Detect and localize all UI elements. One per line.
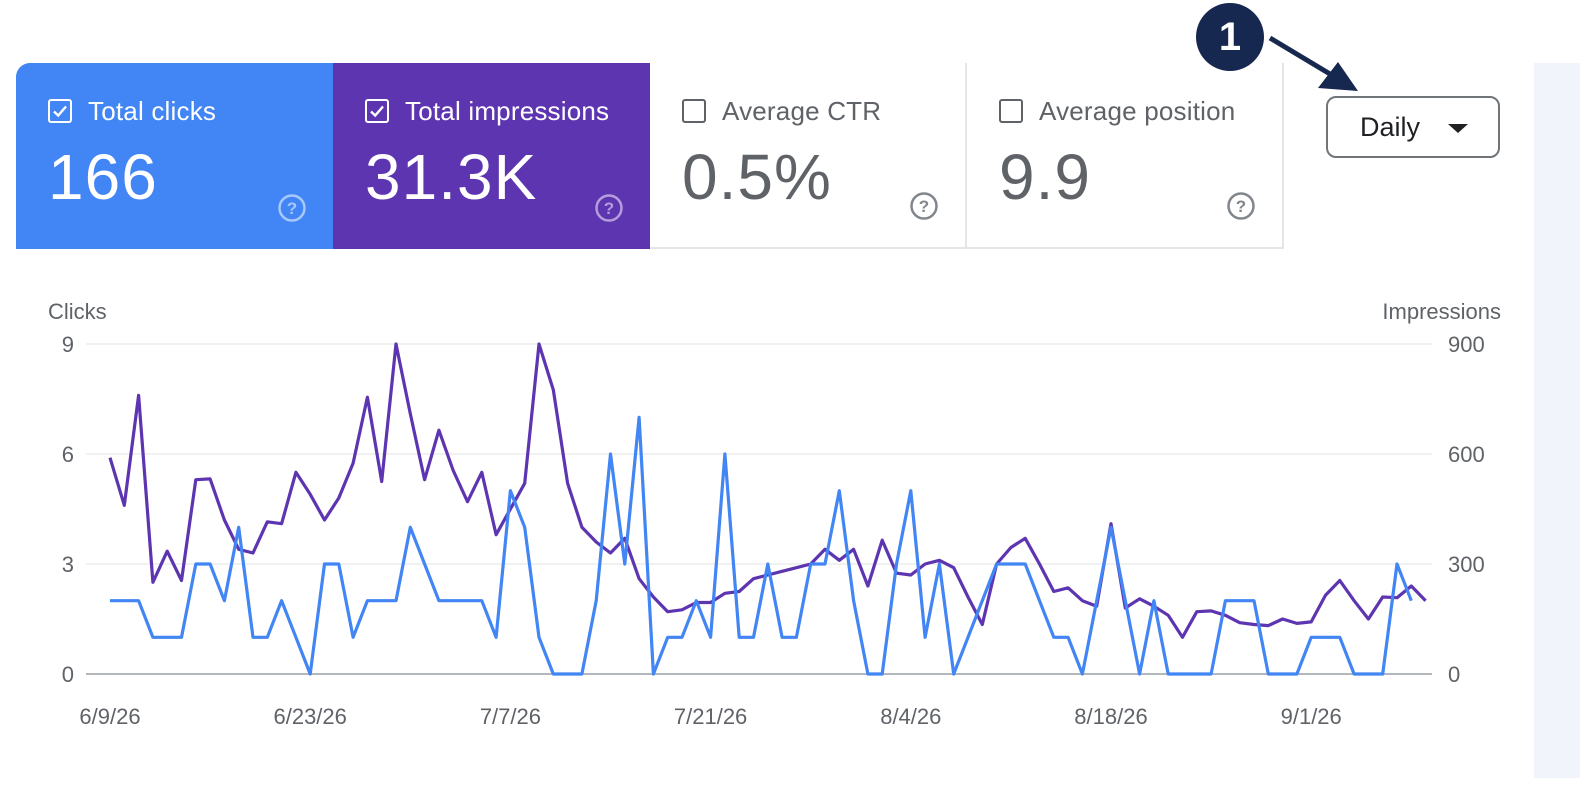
right-axis-title: Impressions xyxy=(1382,299,1501,324)
series-line-total-impressions xyxy=(108,342,1427,639)
metric-card-total-impressions[interactable]: Total impressions 31.3K ? xyxy=(333,63,650,249)
help-icon[interactable]: ? xyxy=(594,193,624,223)
metric-label: Total clicks xyxy=(88,95,217,126)
x-tick-label: 6/9/26 xyxy=(79,704,140,729)
checkbox-checked-icon[interactable] xyxy=(48,99,72,123)
svg-text:?: ? xyxy=(919,197,929,216)
x-tick-label: 9/1/26 xyxy=(1281,704,1342,729)
granularity-dropdown[interactable]: Daily xyxy=(1326,96,1500,158)
y-tick-label-right: 600 xyxy=(1448,442,1485,467)
metric-label: Total impressions xyxy=(405,95,610,126)
y-tick-label-right: 0 xyxy=(1448,662,1460,687)
metric-value: 0.5% xyxy=(682,141,832,213)
svg-text:?: ? xyxy=(604,199,614,218)
granularity-selected-label: Daily xyxy=(1360,111,1421,142)
metric-card-average-position[interactable]: Average position 9.9 ? xyxy=(967,63,1284,249)
svg-text:?: ? xyxy=(287,199,297,218)
x-tick-label: 7/7/26 xyxy=(480,704,541,729)
metric-value: 31.3K xyxy=(365,141,538,213)
y-tick-label-left: 9 xyxy=(62,332,74,357)
dropdown-arrow-icon xyxy=(1448,124,1468,133)
annotation-arrow xyxy=(1268,35,1358,91)
x-tick-label: 7/21/26 xyxy=(674,704,747,729)
performance-chart: 0 0 3 300 6 600 9 900 6/9/26 6/23/26 7/7/26 7/21/26… xyxy=(62,332,1485,729)
checkbox-unchecked-icon[interactable] xyxy=(999,99,1023,123)
annotation-step-badge: 1 xyxy=(1196,3,1264,71)
help-icon[interactable]: ? xyxy=(277,193,307,223)
help-icon[interactable]: ? xyxy=(909,191,939,221)
svg-text:?: ? xyxy=(1236,197,1246,216)
x-tick-label: 8/4/26 xyxy=(880,704,941,729)
y-tick-label-left: 6 xyxy=(62,442,74,467)
page-side-strip xyxy=(1534,63,1580,778)
x-tick-label: 6/23/26 xyxy=(273,704,346,729)
metric-label: Average position xyxy=(1039,95,1236,126)
y-tick-label-right: 300 xyxy=(1448,552,1485,577)
metric-value: 166 xyxy=(48,141,158,213)
y-tick-label-left: 0 xyxy=(62,662,74,687)
metric-cards: Total clicks 166 ? Total impressions 31.… xyxy=(16,63,1284,249)
checkbox-checked-icon[interactable] xyxy=(365,99,389,123)
left-axis-title: Clicks xyxy=(48,299,107,324)
x-tick-label: 8/18/26 xyxy=(1074,704,1147,729)
help-icon[interactable]: ? xyxy=(1226,191,1256,221)
y-tick-label-left: 3 xyxy=(62,552,74,577)
metric-value: 9.9 xyxy=(999,141,1091,213)
y-tick-label-right: 900 xyxy=(1448,332,1485,357)
metric-label: Average CTR xyxy=(722,95,882,126)
metric-card-total-clicks[interactable]: Total clicks 166 ? xyxy=(16,63,333,249)
series-line-total-clicks xyxy=(110,415,1413,676)
checkbox-unchecked-icon[interactable] xyxy=(682,99,706,123)
metric-card-average-ctr[interactable]: Average CTR 0.5% ? xyxy=(650,63,967,249)
